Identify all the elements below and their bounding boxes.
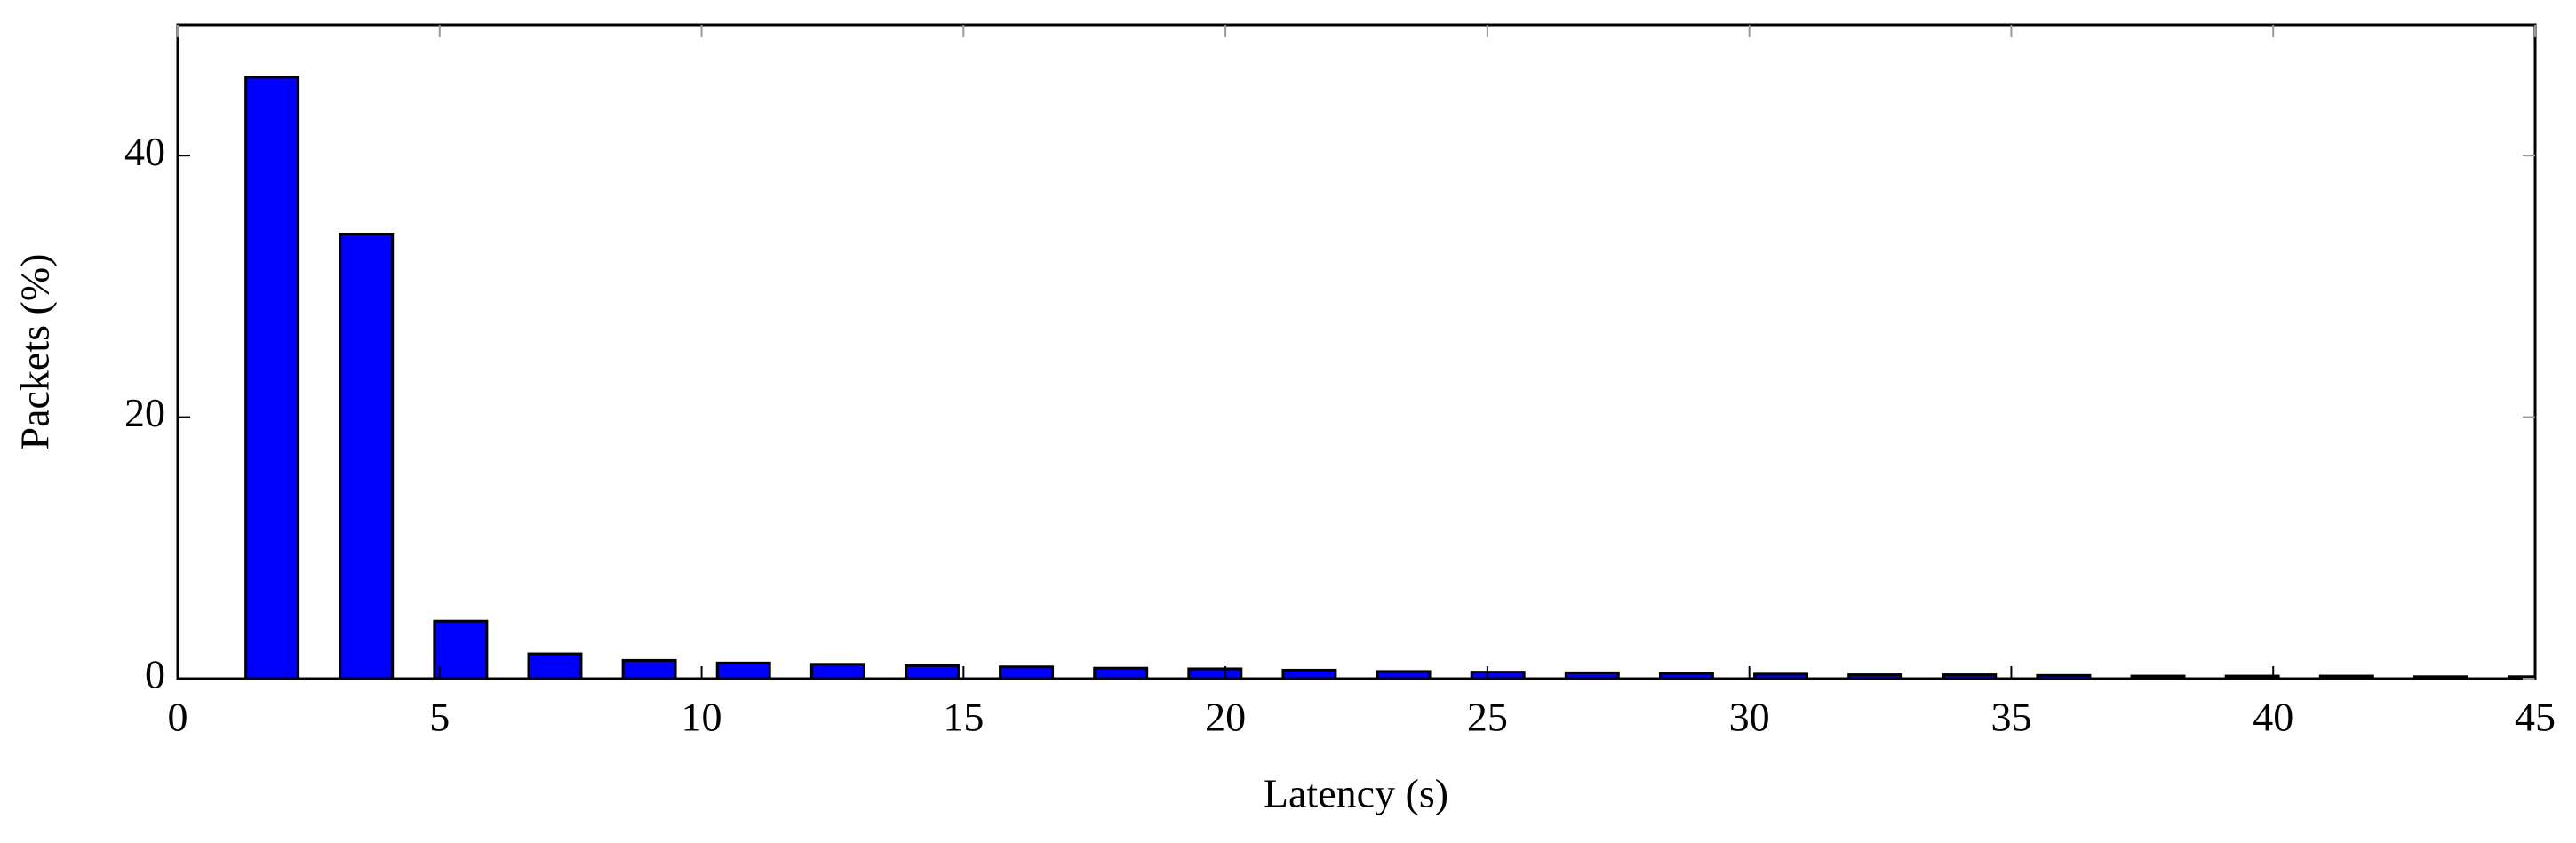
y-tick-label: 20 xyxy=(124,390,165,435)
bar xyxy=(2036,673,2092,679)
bar xyxy=(1187,667,1243,679)
x-tick-label: 5 xyxy=(429,695,450,740)
bar xyxy=(1281,668,1337,679)
bar xyxy=(809,663,865,679)
y-axis-label: Packets (%) xyxy=(12,254,58,450)
bar xyxy=(433,619,489,679)
x-axis-label: Latency (s) xyxy=(1264,771,1448,816)
x-tick-label: 15 xyxy=(943,695,984,740)
x-tick-label: 10 xyxy=(682,695,722,740)
x-tick-label: 20 xyxy=(1205,695,1246,740)
x-tick-label: 30 xyxy=(1729,695,1770,740)
plot-frame xyxy=(176,23,2537,680)
x-tick-label: 40 xyxy=(2253,695,2293,740)
bar xyxy=(904,664,960,679)
x-tick-label: 25 xyxy=(1467,695,1508,740)
x-tick-label: 0 xyxy=(168,695,188,740)
bar xyxy=(1470,671,1526,679)
bar xyxy=(1093,666,1149,679)
bar xyxy=(244,76,300,679)
bars xyxy=(244,76,2535,679)
bar xyxy=(339,233,395,679)
x-tick-label: 35 xyxy=(1990,695,2031,740)
y-tick-label: 40 xyxy=(124,129,165,174)
x-tick-label: 45 xyxy=(2515,695,2556,740)
bar xyxy=(527,652,583,679)
bar xyxy=(715,661,771,679)
bar xyxy=(999,665,1055,679)
bar xyxy=(621,658,677,679)
y-tick-label: 0 xyxy=(145,652,165,697)
bar xyxy=(1753,672,1809,679)
